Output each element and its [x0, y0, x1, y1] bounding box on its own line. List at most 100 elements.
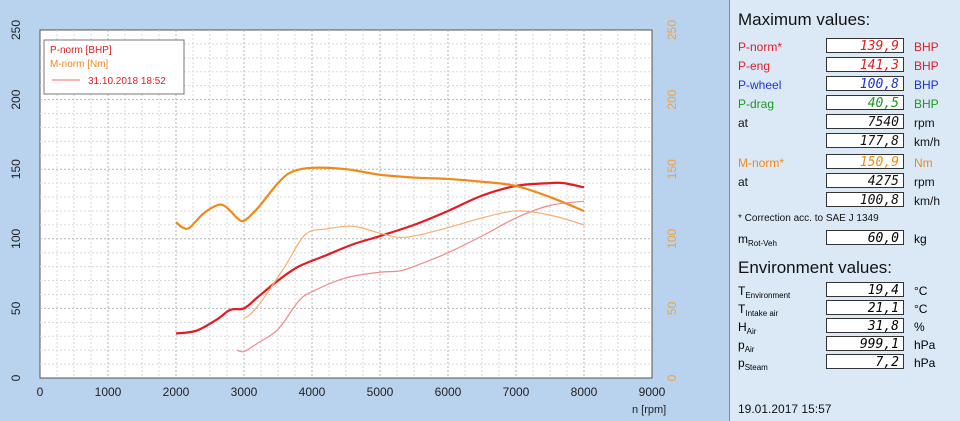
- env-row-1-value: 21,1: [826, 300, 904, 316]
- legend-box: [43, 39, 185, 95]
- env-row-0-unit: °C: [914, 284, 928, 298]
- values-panel: Maximum values: P-norm* 139,9 BHP P-eng 141,…: [729, 0, 960, 421]
- y-tick-label: 200: [9, 89, 23, 109]
- env-row-0-label: TEnvironment: [738, 284, 791, 300]
- mrot-value: 60,0: [826, 230, 904, 246]
- env-row-1-unit: °C: [914, 302, 928, 316]
- max-row-0-value: 139,9: [826, 38, 904, 54]
- env-row-2-unit: %: [914, 320, 925, 334]
- x-tick-label: 7000: [503, 385, 530, 399]
- torque-row-1-value: 4275: [826, 173, 904, 189]
- max-row-5: 177,8 km/h: [738, 133, 958, 150]
- env-row-3-label: pAir: [738, 338, 755, 354]
- torque-row-2-unit: km/h: [914, 194, 941, 208]
- env-row-0-value: 19,4: [826, 282, 904, 298]
- max-row-2-unit: BHP: [914, 78, 939, 92]
- env-row-3: pAir 999,1 hPa: [738, 336, 958, 354]
- x-tick-label: 4000: [299, 385, 326, 399]
- torque-row-2-value: 100,8: [826, 192, 904, 208]
- env-row-2-value: 31,8: [826, 318, 904, 334]
- max-row-5-unit: km/h: [914, 135, 941, 149]
- env-row-3-unit: hPa: [914, 338, 936, 352]
- env-row-2-label: HAir: [738, 320, 757, 336]
- y2-tick-label: 0: [665, 374, 679, 381]
- max-row-3-unit: BHP: [914, 97, 939, 111]
- series-line-0: [175, 181, 585, 335]
- max-values-title: Maximum values:: [738, 10, 871, 29]
- max-row-4: at 7540 rpm: [738, 114, 958, 131]
- y2-tick-label: 50: [665, 301, 679, 315]
- dyno-chart: 0 1000 2000 3000 4000 5000 6000 7000 8000 9000 0 50…: [9, 20, 679, 416]
- env-row-3-value: 999,1: [826, 336, 904, 352]
- max-row-1-label: P-eng: [738, 59, 771, 73]
- x-tick-label: 8000: [571, 385, 598, 399]
- max-row-2-label: P-wheel: [738, 78, 782, 92]
- correction-note: * Correction acc. to SAE J 1349: [738, 213, 879, 224]
- legend: P-norm [BHP] M-norm [Nm] 31.10.2018 18:5…: [43, 39, 185, 95]
- env-row-1-label: TIntake air: [738, 302, 779, 318]
- max-row-4-label: at: [738, 116, 749, 130]
- legend-label-mnorm: M-norm [Nm]: [50, 59, 109, 70]
- series-group: [175, 166, 585, 353]
- y-tick-label: 100: [9, 228, 23, 248]
- torque-row-0-value: 150,9: [826, 154, 904, 170]
- torque-row-1-unit: rpm: [914, 175, 935, 189]
- y-tick-label: 150: [9, 159, 23, 179]
- torque-row-0-unit: Nm: [914, 156, 933, 170]
- mrot-unit: kg: [914, 232, 927, 246]
- y-tick-label: 250: [9, 20, 23, 40]
- max-row-0: P-norm* 139,9 BHP: [738, 38, 958, 55]
- max-row-1: P-eng 141,3 BHP: [738, 57, 958, 74]
- panel-date: 19.01.2017 15:57: [738, 402, 832, 416]
- max-row-1-value: 141,3: [826, 57, 904, 73]
- x-tick-label: 6000: [435, 385, 462, 399]
- x-tick-label: 3000: [231, 385, 258, 399]
- env-row-0: TEnvironment 19,4 °C: [738, 282, 958, 300]
- x-tick-label: 2000: [163, 385, 190, 399]
- y2-tick-label: 200: [665, 89, 679, 109]
- series-line-3: [243, 210, 585, 319]
- torque-row-0-label: M-norm*: [738, 156, 785, 170]
- max-row-2-value: 100,8: [826, 76, 904, 92]
- env-row-4-unit: hPa: [914, 356, 936, 370]
- mrot-row: mRot-Veh 60,0 kg: [738, 230, 958, 248]
- grid: [40, 30, 652, 378]
- env-row-4: pSteam 7,2 hPa: [738, 354, 958, 372]
- env-row-2: HAir 31,8%: [738, 318, 958, 336]
- x-tick-label: 0: [37, 385, 44, 399]
- x-tick-label: 5000: [367, 385, 394, 399]
- series-line-2: [236, 200, 585, 353]
- max-row-0-label: P-norm*: [738, 40, 783, 54]
- max-row-5-value: 177,8: [826, 133, 904, 149]
- torque-row-1-label: at: [738, 175, 749, 189]
- series-line-1: [175, 166, 585, 231]
- max-row-4-unit: rpm: [914, 116, 935, 130]
- max-row-3-label: P-drag: [738, 97, 775, 111]
- max-row-0-unit: BHP: [914, 40, 939, 54]
- max-row-2: P-wheel 100,8 BHP: [738, 76, 958, 93]
- y-tick-label: 50: [9, 301, 23, 315]
- y-tick-label: 0: [9, 374, 23, 381]
- env-row-1: TIntake air 21,1 °C: [738, 300, 958, 318]
- legend-label-pnorm: P-norm [BHP]: [50, 45, 112, 56]
- torque-row-2: 100,8 km/h: [738, 192, 958, 209]
- max-row-3: P-drag 40,5 BHP: [738, 95, 958, 112]
- y2-tick-label: 150: [665, 159, 679, 179]
- max-row-1-unit: BHP: [914, 59, 939, 73]
- x-tick-label: 9000: [639, 385, 666, 399]
- y2-tick-label: 250: [665, 20, 679, 40]
- env-values-title: Environment values:: [738, 258, 893, 277]
- env-row-4-label: pSteam: [738, 356, 768, 372]
- torque-row-1: at 4275 rpm: [738, 173, 958, 190]
- torque-row-0: M-norm* 150,9 Nm: [738, 154, 958, 171]
- chart-svg: 0 1000 2000 3000 4000 5000 6000 7000 8000 9000050…: [9, 20, 679, 416]
- legend-label-reference: 31.10.2018 18:52: [88, 76, 166, 87]
- y2-tick-label: 100: [665, 228, 679, 248]
- x-tick-label: 1000: [95, 385, 122, 399]
- axis-ticks: 0 1000 2000 3000 4000 5000 6000 7000 8000 9000050…: [9, 20, 679, 399]
- max-row-4-value: 7540: [826, 114, 904, 130]
- x-axis-label: n [rpm]: [632, 404, 666, 416]
- env-row-4-value: 7,2: [826, 354, 904, 370]
- max-row-3-value: 40,5: [826, 95, 904, 111]
- mrot-label: mRot-Veh: [738, 232, 777, 248]
